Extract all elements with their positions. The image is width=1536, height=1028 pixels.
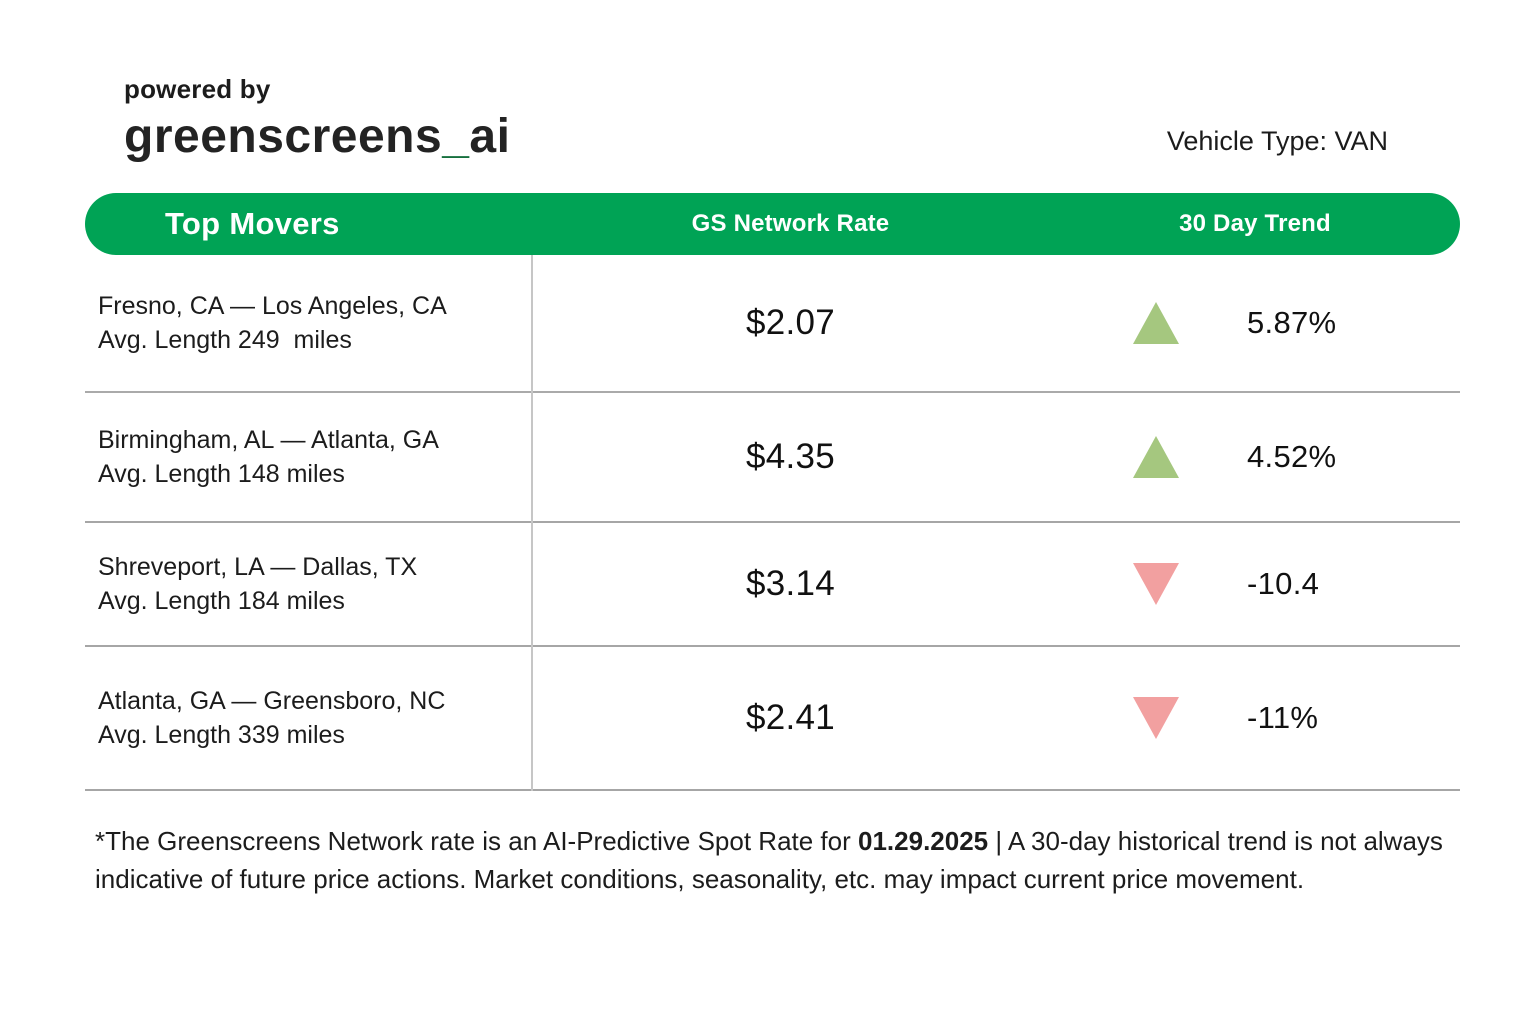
trend-down-icon: [1133, 563, 1179, 605]
lane-avg-length: Avg. Length 339 miles: [98, 721, 345, 749]
powered-by-label: powered by: [124, 74, 271, 104]
brand-block: powered by greenscreens_ai: [124, 74, 510, 164]
table-row: Birmingham, AL — Atlanta, GA Avg. Length…: [85, 393, 1460, 523]
lane-name: Birmingham, AL — Atlanta, GA: [98, 426, 439, 454]
trend-value: -11%: [1247, 700, 1319, 735]
disclaimer-suffix: | A 30-day historical trend is not alway…: [95, 826, 1443, 894]
trend-cell: 4.52%: [1050, 436, 1460, 478]
disclaimer-text: *The Greenscreens Network rate is an AI-…: [95, 822, 1450, 898]
trend-up-icon: [1133, 436, 1179, 478]
column-divider: [531, 255, 533, 791]
table-header-bar: Top Movers GS Network Rate 30 Day Trend: [85, 193, 1460, 255]
trend-up-icon: [1133, 302, 1179, 344]
top-movers-table: Top Movers GS Network Rate 30 Day Trend …: [85, 193, 1460, 791]
column-header-rate: GS Network Rate: [691, 210, 890, 237]
vehicle-type-label: Vehicle Type: VAN: [1166, 126, 1388, 156]
trend-down-icon: [1133, 697, 1179, 739]
disclaimer-prefix: *The Greenscreens Network rate is an AI-…: [95, 826, 859, 856]
network-rate-value: $2.07: [745, 303, 836, 342]
lane-name: Fresno, CA — Los Angeles, CA: [98, 292, 447, 320]
column-header-trend: 30 Day Trend: [1179, 210, 1331, 237]
disclaimer-date: 01.29.2025: [858, 826, 989, 856]
lane-name: Atlanta, GA — Greensboro, NC: [98, 687, 446, 715]
table-body: Fresno, CA — Los Angeles, CA Avg. Length…: [85, 255, 1460, 791]
trend-cell: -11%: [1050, 697, 1460, 739]
network-rate-value: $2.41: [745, 698, 836, 737]
table-row: Shreveport, LA — Dallas, TX Avg. Length …: [85, 523, 1460, 647]
trend-cell: 5.87%: [1050, 302, 1460, 344]
network-rate-value: $3.14: [745, 564, 836, 603]
table-title: Top Movers: [165, 206, 340, 241]
logo-underscore-accent: _: [442, 110, 470, 163]
lane-avg-length: Avg. Length 184 miles: [98, 587, 345, 615]
lane-cell: Fresno, CA — Los Angeles, CA Avg. Length…: [85, 289, 531, 357]
lane-cell: Atlanta, GA — Greensboro, NC Avg. Length…: [85, 684, 531, 752]
lane-cell: Shreveport, LA — Dallas, TX Avg. Length …: [85, 550, 531, 618]
table-row: Atlanta, GA — Greensboro, NC Avg. Length…: [85, 647, 1460, 791]
lane-avg-length: Avg. Length 148 miles: [98, 460, 345, 488]
logo-text-suffix: ai: [469, 110, 511, 163]
logo-text-main: greenscreens: [124, 110, 443, 163]
lane-avg-length: Avg. Length 249 miles: [98, 326, 352, 354]
lane-cell: Birmingham, AL — Atlanta, GA Avg. Length…: [85, 423, 531, 491]
greenscreens-logo: greenscreens_ai: [124, 109, 510, 164]
network-rate-value: $4.35: [745, 437, 836, 476]
trend-value: 4.52%: [1247, 439, 1337, 474]
table-row: Fresno, CA — Los Angeles, CA Avg. Length…: [85, 255, 1460, 393]
trend-value: -10.4: [1247, 566, 1320, 601]
trend-value: 5.87%: [1247, 305, 1337, 340]
lane-name: Shreveport, LA — Dallas, TX: [98, 553, 418, 581]
trend-cell: -10.4: [1050, 563, 1460, 605]
